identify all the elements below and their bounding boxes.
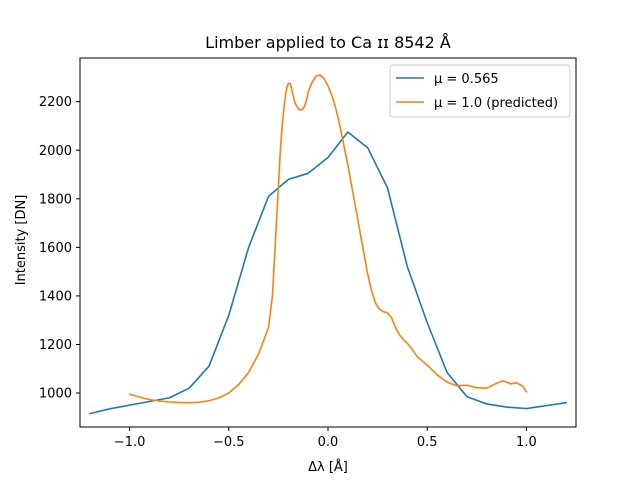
legend-label-1: μ = 0.565: [434, 72, 499, 87]
y-axis-ticks: 1000 1200 1400 1600 1800 2000 2200: [39, 95, 80, 402]
y-tick-label: 2200: [39, 95, 72, 110]
y-tick-label: 1200: [39, 338, 72, 353]
y-tick-label: 1800: [39, 192, 72, 207]
chart-title: Limber applied to Ca ɪɪ 8542 Å: [205, 33, 451, 52]
series-lines: [89, 74, 567, 415]
legend-box: [389, 64, 571, 118]
x-tick-label: −0.5: [213, 435, 245, 450]
x-tick-label: 1.0: [516, 435, 537, 450]
x-axis-ticks: −1.0 −0.5 0.0 0.5 1.0: [114, 427, 537, 450]
legend-label-2: μ = 1.0 (predicted): [434, 96, 558, 111]
x-axis-label: Δλ [Å]: [308, 459, 348, 475]
x-tick-label: −1.0: [114, 435, 146, 450]
y-axis-label: Intensity [DN]: [14, 195, 29, 286]
y-tick-label: 1000: [39, 387, 72, 402]
y-tick-label: 2000: [39, 144, 72, 159]
x-tick-label: 0.5: [417, 435, 438, 450]
legend: μ = 0.565 μ = 1.0 (predicted): [389, 64, 571, 118]
y-tick-label: 1600: [39, 241, 72, 256]
y-tick-label: 1400: [39, 289, 72, 304]
x-tick-label: 0.0: [318, 435, 339, 450]
series-line-1: [89, 131, 567, 415]
series-line-2: [128, 74, 528, 404]
